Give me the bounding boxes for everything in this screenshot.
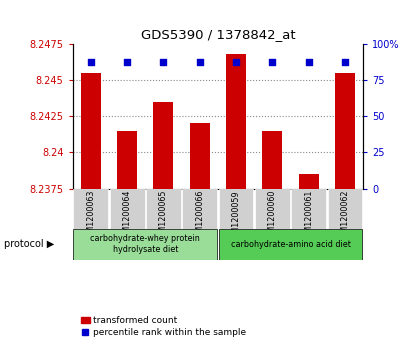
Text: GSM1200065: GSM1200065 — [159, 190, 168, 244]
Bar — [262, 131, 282, 189]
Legend: transformed count, percentile rank within the sample: transformed count, percentile rank withi… — [77, 313, 250, 340]
Bar — [110, 189, 144, 229]
Bar — [182, 189, 217, 229]
Point — [124, 60, 130, 65]
Bar — [226, 54, 246, 189]
Bar — [255, 189, 290, 229]
Title: GDS5390 / 1378842_at: GDS5390 / 1378842_at — [141, 28, 295, 41]
Text: GSM1200064: GSM1200064 — [122, 190, 132, 243]
Bar — [219, 189, 254, 229]
Bar — [219, 229, 362, 260]
Text: protocol ▶: protocol ▶ — [4, 239, 54, 249]
Text: GSM1200060: GSM1200060 — [268, 190, 277, 243]
Point — [88, 60, 94, 65]
Bar — [154, 102, 173, 189]
Point — [305, 60, 312, 65]
Bar — [146, 189, 181, 229]
Text: GSM1200066: GSM1200066 — [195, 190, 204, 243]
Bar — [117, 131, 137, 189]
Text: GSM1200063: GSM1200063 — [86, 190, 95, 243]
Point — [269, 60, 276, 65]
Point — [342, 60, 348, 65]
Text: GSM1200061: GSM1200061 — [304, 190, 313, 243]
Bar — [299, 174, 319, 189]
Bar — [190, 123, 210, 189]
Bar — [81, 73, 101, 189]
Text: GSM1200062: GSM1200062 — [340, 190, 349, 244]
Text: GSM1200059: GSM1200059 — [232, 190, 241, 244]
Bar — [335, 73, 355, 189]
Bar — [73, 229, 217, 260]
Bar — [73, 189, 108, 229]
Point — [196, 60, 203, 65]
Bar — [327, 189, 362, 229]
Text: carbohydrate-whey protein
hydrolysate diet: carbohydrate-whey protein hydrolysate di… — [90, 234, 200, 254]
Bar — [291, 189, 326, 229]
Text: carbohydrate-amino acid diet: carbohydrate-amino acid diet — [231, 240, 350, 249]
Point — [160, 60, 167, 65]
Point — [233, 60, 239, 65]
